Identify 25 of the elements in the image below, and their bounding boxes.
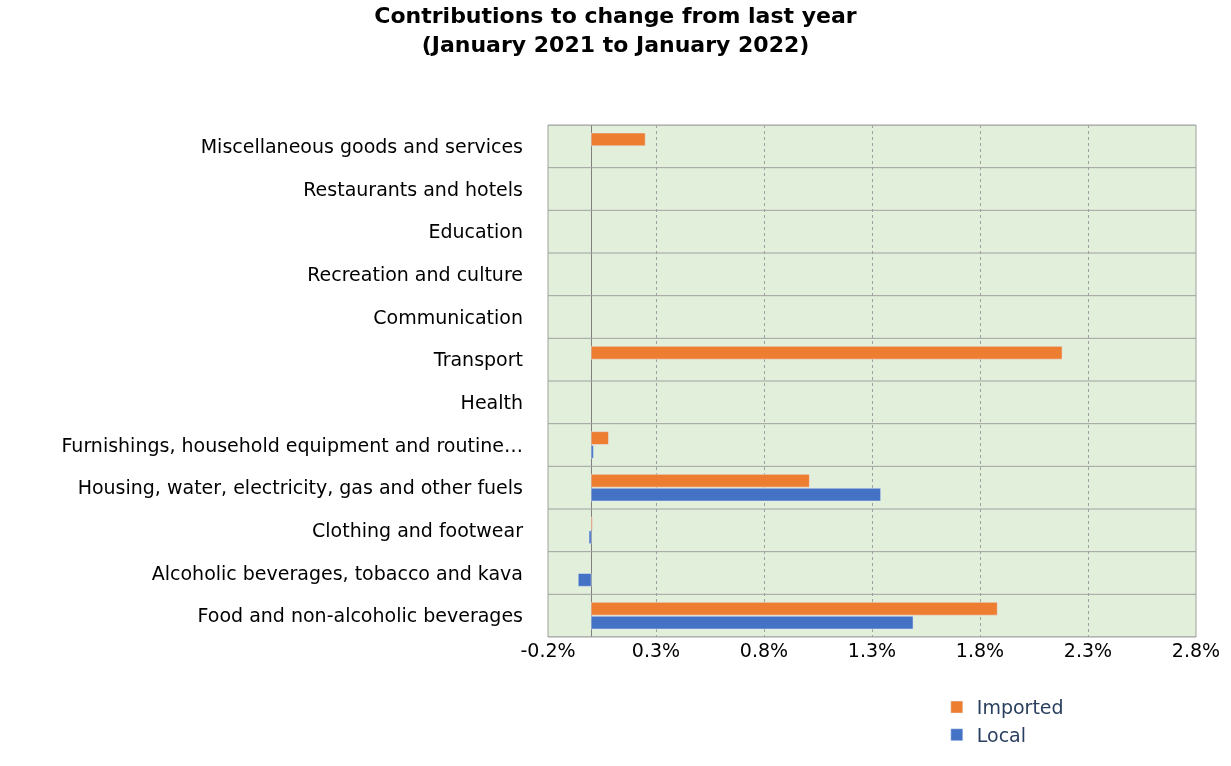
y-tick-label: Health <box>460 390 523 413</box>
y-tick-label: Education <box>428 220 523 243</box>
x-tick-label: 1.3% <box>847 639 897 661</box>
y-tick-label: Food and non-alcoholic beverages <box>197 604 523 627</box>
y-tick-label: Furnishings, household equipment and routine… <box>61 433 523 456</box>
x-tick-label: -0.2% <box>520 639 576 661</box>
bar <box>590 132 646 147</box>
legend-label: Imported <box>976 696 1064 719</box>
y-tick-label: Clothing and footwear <box>312 518 524 541</box>
legend-label: Local <box>976 724 1027 747</box>
y-tick-label: Restaurants and hotels <box>303 177 523 200</box>
bar <box>577 573 592 587</box>
y-tick-label: Communication <box>373 305 523 328</box>
y-tick-label: Recreation and culture <box>307 262 523 285</box>
x-tick-label: 0.8% <box>739 639 789 661</box>
y-tick-label: Alcoholic beverages, tobacco and kava <box>151 561 523 584</box>
y-tick-label: Housing, water, electricity, gas and other fuels <box>77 476 523 499</box>
chart-title: Contributions to change from last year (January 2021 to January 2022) <box>374 2 857 57</box>
x-tick-label: 2.3% <box>1063 639 1113 661</box>
y-tick-label: Miscellaneous goods and services <box>200 134 523 157</box>
bar <box>590 346 1063 360</box>
x-tick-label: 0.3% <box>631 639 681 661</box>
x-tick-label: 1.8% <box>955 639 1005 661</box>
x-tick-label: 2.8% <box>1171 639 1221 661</box>
y-tick-label: Transport <box>432 348 523 371</box>
